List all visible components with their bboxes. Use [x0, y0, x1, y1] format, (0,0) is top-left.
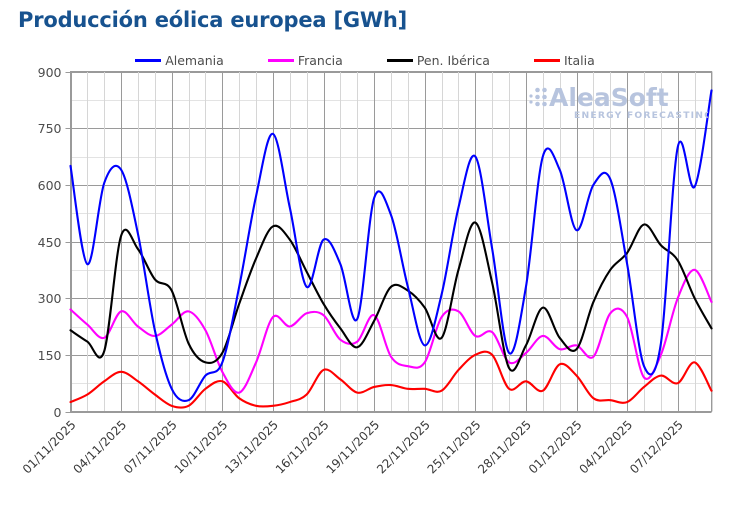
x-axis-tick-label: 10/11/2025 — [172, 418, 231, 477]
grid-minor-vertical — [87, 71, 713, 412]
x-axis-tick-label: 04/11/2025 — [70, 418, 129, 477]
y-axis-tick-label: 600 — [38, 178, 62, 193]
y-axis-tick-label: 900 — [38, 65, 62, 80]
x-axis-tick-label: 01/11/2025 — [20, 418, 79, 477]
x-axis-tick-label: 04/12/2025 — [576, 418, 635, 477]
y-axis-tick-label: 300 — [38, 291, 62, 306]
x-axis-tick-label: 13/11/2025 — [222, 418, 281, 477]
x-axis-tick-label: 19/11/2025 — [323, 418, 382, 477]
series-line-italia — [69, 350, 713, 409]
y-axis-tick-label: 750 — [38, 121, 62, 136]
y-axis-labels: 0 150 300 450 600 750 900 — [38, 65, 62, 420]
series-line-alemania — [69, 89, 713, 403]
x-axis-tick-label: 16/11/2025 — [273, 418, 332, 477]
y-axis-tick-label: 150 — [38, 348, 62, 363]
x-axis-tick-label: 07/11/2025 — [121, 418, 180, 477]
plot-border — [70, 71, 712, 412]
x-axis-tick-label: 07/12/2025 — [627, 418, 686, 477]
series-lines — [69, 89, 713, 409]
x-axis-tick-label: 22/11/2025 — [374, 418, 433, 477]
page-title: Producción eólica europea [GWh] — [18, 8, 408, 32]
grid-major-vertical — [71, 71, 679, 412]
y-axis-tick-label: 0 — [54, 405, 62, 420]
x-axis-labels: 01/11/202504/11/202507/11/202510/11/2025… — [20, 418, 686, 477]
series-line-francia — [69, 268, 713, 394]
y-axis-tick-label: 450 — [38, 235, 62, 250]
x-axis-tick-label: 28/11/2025 — [475, 418, 534, 477]
y-axis-ticks — [65, 72, 71, 413]
x-axis-tick-label: 25/11/2025 — [425, 418, 484, 477]
series-line-pen-ib-rica — [69, 221, 713, 372]
x-axis-tick-label: 01/12/2025 — [526, 418, 585, 477]
